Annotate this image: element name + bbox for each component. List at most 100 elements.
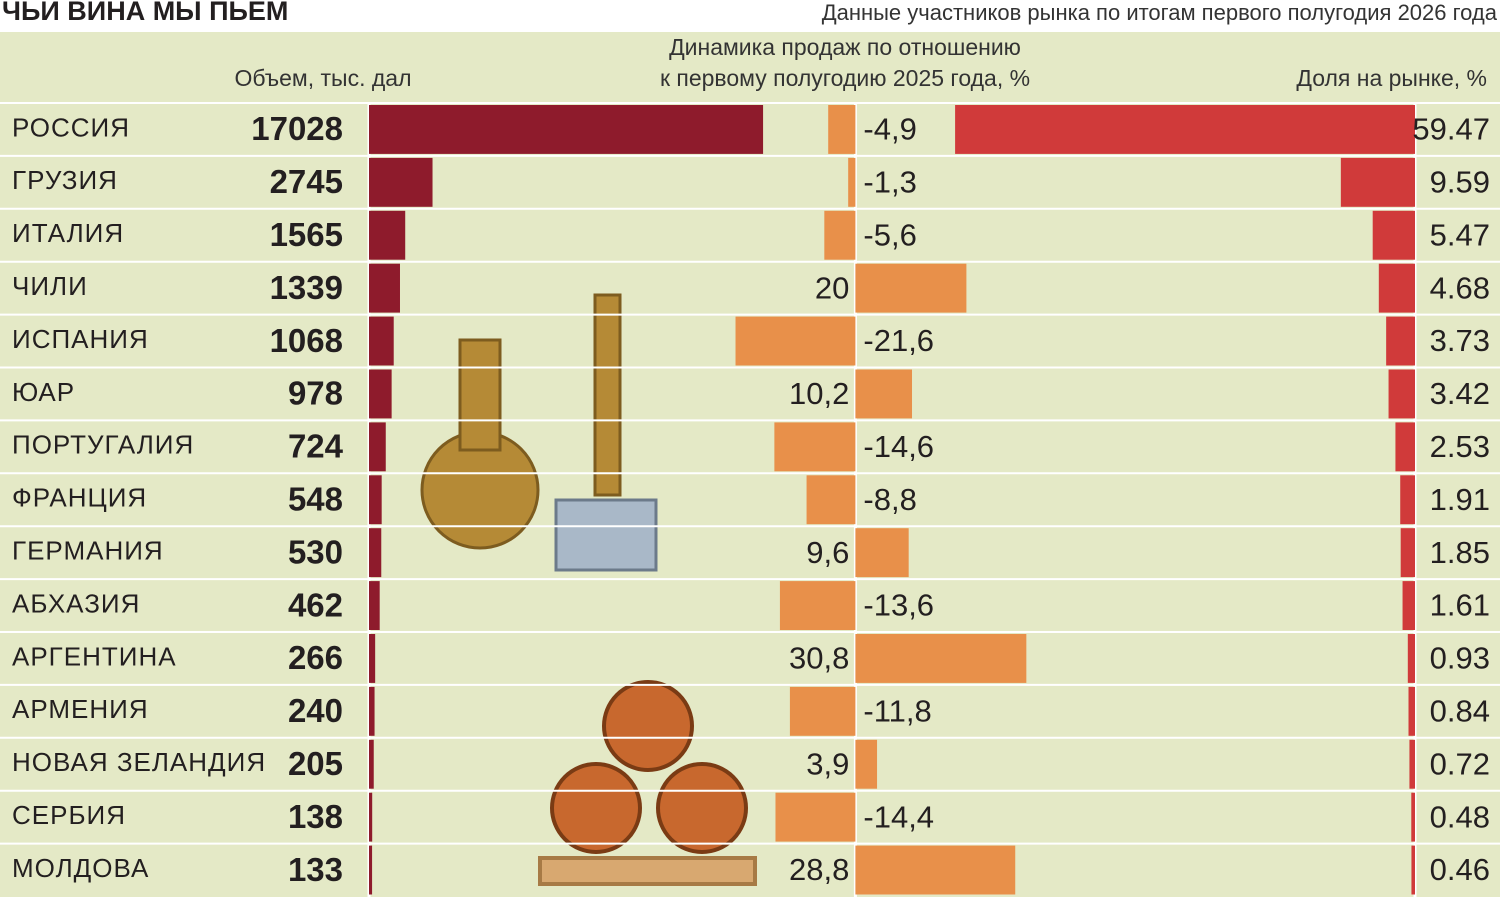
- value-label: -8,8: [863, 482, 916, 517]
- value-label: 1068: [270, 322, 343, 359]
- title: ЧЬИ ВИНА МЫ ПЬЕМ: [2, 0, 288, 26]
- bar: [369, 739, 374, 789]
- value-label: 205: [288, 745, 343, 782]
- value-label: 0.48: [1430, 799, 1490, 834]
- value-label: 3,9: [806, 746, 849, 781]
- value-label: 17028: [251, 110, 343, 147]
- value-label: 4.68: [1430, 270, 1490, 305]
- value-label: 462: [288, 586, 343, 623]
- bar: [1340, 157, 1415, 207]
- background: [0, 32, 1500, 897]
- value-label: -21,6: [863, 323, 934, 358]
- value-label: -11,8: [863, 694, 931, 729]
- bar: [955, 105, 1415, 154]
- value-label: 0.72: [1430, 746, 1490, 781]
- value-label: 2745: [270, 163, 343, 200]
- bar: [848, 157, 856, 207]
- bar: [1411, 792, 1415, 842]
- country-label: ИТАЛИЯ: [12, 218, 124, 248]
- bar: [369, 422, 386, 472]
- value-label: 240: [288, 692, 343, 729]
- bar: [1402, 581, 1415, 630]
- country-label: ГЕРМАНИЯ: [12, 536, 164, 566]
- bar: [1388, 369, 1415, 419]
- value-label: 30,8: [789, 641, 849, 676]
- country-label: АРГЕНТИНА: [12, 641, 177, 671]
- bar: [369, 369, 392, 419]
- bar: [1386, 316, 1415, 366]
- column-title: Динамика продаж по отношению: [669, 34, 1021, 60]
- bar: [1400, 475, 1415, 525]
- value-label: 266: [288, 639, 343, 676]
- value-label: 0.84: [1430, 694, 1490, 729]
- bar: [855, 634, 1027, 683]
- country-label: ФРАНЦИЯ: [12, 483, 147, 513]
- value-label: -5,6: [863, 217, 916, 252]
- value-label: -4,9: [863, 112, 916, 147]
- column-title: к первому полугодию 2025 года, %: [660, 65, 1030, 91]
- bar: [369, 528, 382, 578]
- country-label: СЕРБИЯ: [12, 800, 126, 830]
- bar: [1372, 210, 1415, 260]
- country-label: ИСПАНИЯ: [12, 324, 149, 354]
- bar: [1409, 739, 1415, 789]
- value-label: 1.85: [1430, 535, 1490, 570]
- bar: [369, 792, 373, 842]
- bar: [1407, 634, 1415, 683]
- value-label: 530: [288, 533, 343, 570]
- value-label: 1339: [270, 269, 343, 306]
- bar: [828, 105, 856, 154]
- bar: [1395, 422, 1415, 472]
- bar: [735, 316, 856, 366]
- value-label: 5.47: [1430, 217, 1490, 252]
- bar: [806, 475, 856, 525]
- value-label: 1.61: [1430, 588, 1490, 623]
- value-label: 133: [288, 851, 343, 888]
- value-label: 59.47: [1412, 112, 1490, 147]
- value-label: 1565: [270, 216, 343, 253]
- bar: [779, 581, 856, 630]
- value-label: 20: [815, 270, 849, 305]
- bar: [774, 422, 856, 472]
- subtitle: Данные участников рынка по итогам первог…: [822, 0, 1498, 25]
- value-label: 28,8: [789, 852, 849, 887]
- country-label: ГРУЗИЯ: [12, 165, 118, 195]
- bar: [1400, 528, 1415, 578]
- bar: [369, 581, 380, 630]
- bar: [1408, 686, 1415, 736]
- value-label: -13,6: [863, 588, 934, 623]
- bar: [369, 210, 406, 260]
- value-label: 3.73: [1430, 323, 1490, 358]
- value-label: 1.91: [1430, 482, 1490, 517]
- bar: [369, 845, 373, 895]
- bar: [369, 105, 764, 154]
- country-label: МОЛДОВА: [12, 853, 149, 883]
- value-label: 2.53: [1430, 429, 1490, 464]
- bar: [369, 316, 394, 366]
- bar: [369, 263, 400, 313]
- country-label: НОВАЯ ЗЕЛАНДИЯ: [12, 747, 266, 777]
- bar: [855, 845, 1016, 895]
- value-label: -14,6: [863, 429, 934, 464]
- value-label: -14,4: [863, 799, 934, 834]
- value-label: 978: [288, 375, 343, 412]
- bar: [369, 475, 382, 525]
- value-label: 0.46: [1430, 852, 1490, 887]
- column-title: Объем, тыс. дал: [234, 65, 411, 91]
- bar: [369, 157, 433, 207]
- bar: [855, 528, 909, 578]
- value-label: 3.42: [1430, 376, 1490, 411]
- bar: [775, 792, 856, 842]
- value-label: 724: [288, 428, 344, 465]
- bar: [855, 369, 913, 419]
- value-label: 138: [288, 798, 343, 835]
- bar: [1411, 845, 1415, 895]
- value-label: 9.59: [1430, 165, 1490, 200]
- value-label: 548: [288, 480, 343, 517]
- still: [420, 293, 658, 572]
- country-label: ПОРТУГАЛИЯ: [12, 430, 194, 460]
- column-title: Доля на рынке, %: [1296, 65, 1487, 91]
- bar: [1378, 263, 1415, 313]
- bar: [369, 686, 375, 736]
